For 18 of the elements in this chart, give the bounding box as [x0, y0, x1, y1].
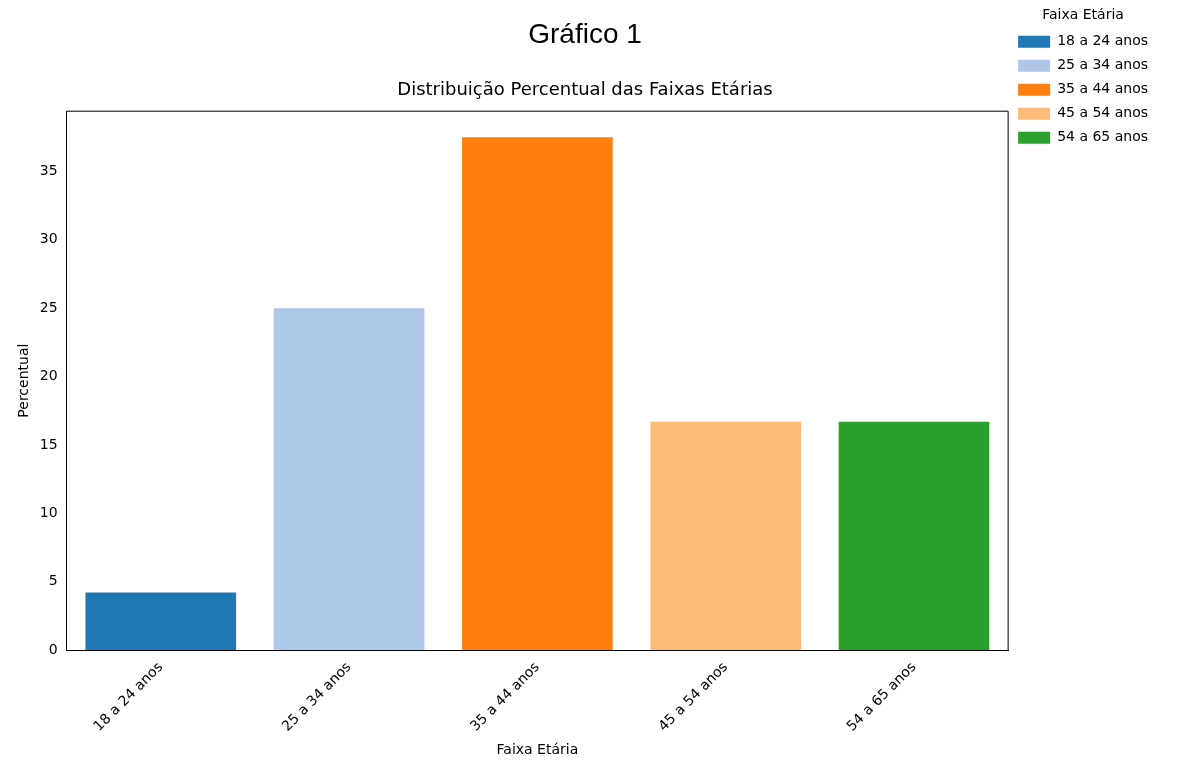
- y-tick-label: 0: [48, 640, 58, 657]
- legend-label: 35 a 44 anos: [1057, 80, 1148, 97]
- y-tick-label: 10: [39, 503, 58, 520]
- chart-subtitle: Distribuição Percentual das Faixas Etárias: [397, 78, 773, 100]
- y-tick-label: 35: [39, 162, 58, 179]
- legend-label: 18 a 24 anos: [1057, 32, 1148, 49]
- y-tick-label: 5: [48, 572, 58, 589]
- y-tick-label: 25: [39, 298, 58, 315]
- y-tick-label: 20: [39, 367, 58, 384]
- x-axis-title: Faixa Etária: [496, 741, 579, 758]
- legend-label: 45 a 54 anos: [1057, 104, 1148, 121]
- y-tick-label: 30: [39, 230, 58, 247]
- legend-label: 54 a 65 anos: [1057, 128, 1148, 145]
- legend-label: 25 a 34 anos: [1057, 56, 1148, 73]
- y-tick-label: 15: [39, 435, 58, 452]
- y-axis-title: Percentual: [15, 343, 32, 418]
- legend-title: Faixa Etária: [1042, 5, 1124, 22]
- chart-title: Gráfico 1: [528, 17, 642, 49]
